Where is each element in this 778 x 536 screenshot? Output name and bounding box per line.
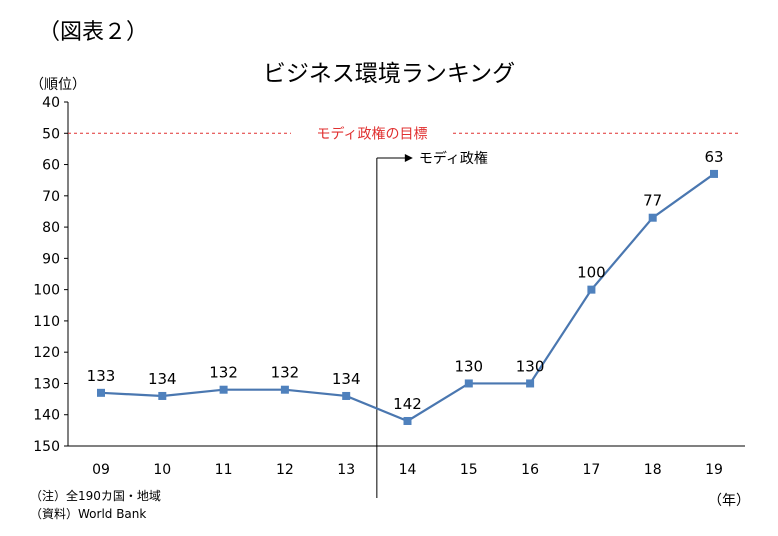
event-marker-label: モディ政権: [419, 150, 488, 167]
x-axis-unit-label: （年）: [708, 493, 750, 509]
data-point: [710, 169, 718, 178]
x-tick-label: 18: [644, 462, 662, 478]
data-point: [280, 385, 289, 394]
x-tick-label: 13: [337, 462, 355, 478]
data-point: [648, 213, 657, 222]
x-tick-label: 16: [521, 462, 539, 478]
y-tick-label: 100: [33, 283, 60, 299]
data-label: 130: [454, 357, 483, 375]
data-point: [97, 388, 105, 397]
data-label: 133: [87, 367, 116, 385]
x-tick-label: 09: [92, 462, 110, 478]
event-arrow-head: [404, 154, 413, 162]
data-label: 134: [332, 370, 361, 388]
y-tick-label: 150: [33, 439, 60, 455]
data-label: 142: [393, 395, 422, 413]
data-label: 134: [148, 370, 177, 388]
x-tick-label: 15: [460, 462, 478, 478]
data-label: 132: [271, 364, 300, 382]
x-tick-label: 11: [215, 462, 233, 478]
data-label: 63: [704, 148, 723, 166]
data-point: [342, 391, 351, 400]
y-tick-label: 70: [42, 189, 60, 205]
figure-label: （図表２）: [38, 20, 149, 45]
y-tick-label: 120: [33, 345, 60, 361]
data-label: 132: [209, 364, 238, 382]
data-point: [158, 391, 167, 400]
chart-title: ビジネス環境ランキング: [262, 61, 516, 87]
data-label: 77: [643, 192, 662, 210]
y-tick-label: 110: [33, 314, 60, 330]
x-tick-label: 19: [705, 462, 723, 478]
y-tick-label: 50: [42, 126, 60, 142]
note-countries: （注）全190カ国・地域: [30, 489, 161, 503]
x-tick-label: 12: [276, 462, 294, 478]
series-line: [100, 173, 715, 423]
data-label: 100: [577, 264, 606, 282]
y-tick-label: 40: [42, 95, 60, 111]
data-point: [587, 285, 596, 294]
note-source: （資料）World Bank: [30, 507, 147, 521]
data-point: [403, 416, 412, 425]
y-tick-label: 80: [42, 220, 60, 236]
y-axis-unit-label: （順位）: [30, 77, 86, 93]
y-tick-label: 90: [42, 251, 60, 267]
y-tick-label: 140: [33, 408, 60, 424]
y-tick-label: 60: [42, 158, 60, 174]
x-tick-label: 17: [582, 462, 600, 478]
target-line-label: モディ政権の目標: [316, 125, 427, 142]
data-point: [464, 379, 473, 388]
data-point: [526, 379, 535, 388]
x-tick-label: 14: [399, 462, 417, 478]
data-label: 130: [516, 357, 545, 375]
x-tick-label: 10: [153, 462, 171, 478]
y-tick-label: 130: [33, 376, 60, 392]
data-point: [219, 385, 228, 394]
